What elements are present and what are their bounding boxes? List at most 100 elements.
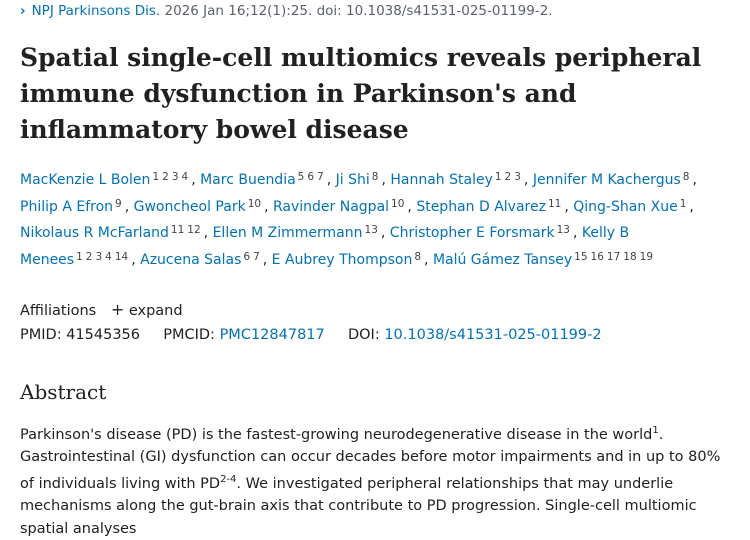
author-affiliation-refs: 8 — [372, 171, 382, 183]
plus-icon[interactable]: + — [110, 300, 125, 319]
author-entry: Nikolaus R McFarland 11 12 — [20, 224, 204, 242]
affiliation-ref[interactable]: 19 — [639, 250, 654, 263]
affiliation-ref[interactable]: 11 — [170, 224, 185, 237]
reference-1[interactable]: 1 — [652, 425, 659, 436]
affiliation-ref[interactable]: 7 — [317, 171, 324, 183]
affiliation-ref[interactable]: 3 — [95, 250, 103, 263]
affiliation-ref[interactable]: 8 — [682, 171, 690, 183]
affiliation-ref[interactable]: 6 — [307, 171, 315, 183]
author-entry: Kelly B Menees 1 2 3 4 14 — [20, 225, 629, 268]
author-entry: Jennifer M Kachergus 8 — [532, 171, 693, 188]
abstract-text: Parkinson's disease (PD) is the fastest-… — [20, 420, 735, 540]
citation-line: › NPJ Parkinsons Dis. 2026 Jan 16;12(1):2… — [20, 3, 553, 19]
author-name-link[interactable]: Christopher E Forsmark — [389, 225, 555, 242]
author-entry: Philip A Efron 9 — [20, 198, 125, 215]
affiliation-ref[interactable]: 1 — [679, 197, 687, 210]
identifiers-row: PMID: 41545356 PMCID: PMC12847817 DOI: 1… — [20, 327, 602, 343]
author-name-link[interactable]: Nikolaus R McFarland — [20, 225, 169, 242]
author-affiliation-refs: 10 — [248, 198, 264, 210]
author-name-link[interactable]: Ji Shi — [335, 172, 370, 188]
author-entry: Christopher E Forsmark 13 — [389, 224, 573, 242]
author-name-link[interactable]: Philip A Efron — [20, 198, 114, 215]
pmid-value: 41545356 — [66, 327, 141, 343]
author-affiliation-refs: 9 — [115, 198, 125, 210]
affiliation-ref[interactable]: 2 — [504, 171, 512, 183]
author-name-link[interactable]: MacKenzie L Bolen — [20, 172, 151, 188]
author-entry: Azucena Salas 6 7 — [140, 251, 263, 268]
author-name-link[interactable]: Ravinder Nagpal — [272, 198, 390, 215]
affiliation-ref[interactable]: 1 — [76, 250, 83, 263]
affiliation-ref[interactable]: 15 — [574, 250, 588, 263]
author-entry: Gwoncheol Park 10 — [133, 198, 264, 215]
affiliation-ref[interactable]: 7 — [253, 250, 260, 263]
author-entry: Qing-Shan Xue 1 — [573, 198, 690, 215]
affiliation-ref[interactable]: 5 — [297, 171, 305, 183]
affiliation-ref[interactable]: 1 — [152, 171, 160, 183]
author-affiliation-refs: 8 — [683, 171, 693, 183]
article-title: Spatial single-cell multiomics reveals p… — [20, 43, 702, 144]
affiliation-ref[interactable]: 13 — [556, 224, 570, 237]
pmid-label: PMID: — [20, 327, 62, 343]
author-name-link[interactable]: Hannah Staley — [390, 172, 493, 188]
affiliation-ref[interactable]: 12 — [187, 224, 201, 237]
author-name-link[interactable]: Jennifer M Kachergus — [532, 172, 681, 188]
affiliation-ref[interactable]: 9 — [115, 197, 122, 210]
affiliation-ref[interactable]: 4 — [105, 250, 112, 263]
affiliation-ref[interactable]: 8 — [371, 171, 379, 183]
affiliation-ref[interactable]: 4 — [181, 171, 189, 183]
affiliation-ref[interactable]: 10 — [247, 197, 262, 210]
author-list: MacKenzie L Bolen 1 2 3 4, Marc Buendia 5 6 7, … — [20, 171, 697, 268]
author-entry: Hannah Staley 1 2 3 — [390, 171, 524, 188]
author-entry: Ellen M Zimmermann 13 — [212, 224, 381, 242]
author-name-link[interactable]: Qing-Shan Xue — [573, 198, 678, 215]
author-name-link[interactable]: Stephan D Alvarez — [416, 198, 546, 215]
author-entry: Ji Shi 8 — [335, 171, 382, 188]
expand-affiliations-button[interactable]: expand — [128, 303, 183, 319]
affiliation-ref[interactable]: 10 — [391, 197, 405, 210]
author-affiliation-refs: 1 — [680, 198, 690, 210]
affiliation-ref[interactable]: 8 — [414, 250, 422, 263]
journal-link[interactable]: NPJ Parkinsons Dis. — [31, 3, 161, 19]
author-name-link[interactable]: Azucena Salas — [140, 251, 242, 268]
affiliation-ref[interactable]: 3 — [514, 171, 521, 183]
affiliation-ref[interactable]: 3 — [171, 171, 179, 183]
author-name-link[interactable]: E Aubrey Thompson — [271, 251, 413, 268]
affiliation-ref[interactable]: 18 — [623, 250, 637, 263]
affiliation-ref[interactable]: 11 — [547, 197, 562, 210]
author-entry: Malú Gámez Tansey 15 16 17 18 19 — [432, 251, 656, 268]
affiliation-ref[interactable]: 6 — [243, 250, 251, 263]
doi-link[interactable]: 10.1038/s41531-025-01199-2 — [384, 327, 602, 343]
author-entry: Marc Buendia 5 6 7 — [200, 171, 327, 188]
affiliation-ref[interactable]: 2 — [85, 250, 93, 263]
reference-2-4[interactable]: 2-4 — [220, 473, 237, 485]
affiliations-row: Affiliations + expand — [20, 300, 183, 319]
author-affiliation-refs: 1 2 3 4 14 — [76, 251, 131, 263]
author-name-link[interactable]: Ellen M Zimmermann — [212, 225, 363, 242]
citation-details: 2026 Jan 16;12(1):25. doi: 10.1038/s4153… — [164, 3, 553, 19]
author-name-link[interactable]: Kelly B Menees — [20, 225, 630, 268]
author-name-link[interactable]: Marc Buendia — [200, 172, 296, 188]
author-affiliation-refs: 10 — [391, 198, 407, 210]
author-name-link[interactable]: Gwoncheol Park — [133, 198, 246, 215]
author-affiliation-refs: 8 — [414, 251, 424, 263]
author-entry: Ravinder Nagpal 10 — [272, 198, 407, 215]
affiliations-label: Affiliations — [20, 303, 97, 319]
author-name-link[interactable]: Malú Gámez Tansey — [432, 251, 573, 268]
affiliation-ref[interactable]: 1 — [494, 171, 502, 183]
affiliation-ref[interactable]: 16 — [590, 250, 604, 263]
affiliation-ref[interactable]: 14 — [114, 250, 129, 263]
affiliation-ref[interactable]: 17 — [606, 250, 621, 263]
author-affiliation-refs: 15 16 17 18 19 — [574, 251, 656, 263]
abstract-sentence-2: . Gastrointestinal (GI) dysfunction can … — [20, 426, 721, 492]
author-affiliation-refs: 13 — [557, 224, 573, 236]
author-entry: MacKenzie L Bolen 1 2 3 4 — [20, 171, 191, 188]
affiliation-ref[interactable]: 2 — [162, 171, 169, 183]
affiliation-ref[interactable]: 13 — [364, 224, 378, 237]
author-entry: Stephan D Alvarez 11 — [416, 197, 564, 215]
pmcid-link[interactable]: PMC12847817 — [219, 327, 325, 343]
author-entry: E Aubrey Thompson 8 — [271, 251, 424, 268]
